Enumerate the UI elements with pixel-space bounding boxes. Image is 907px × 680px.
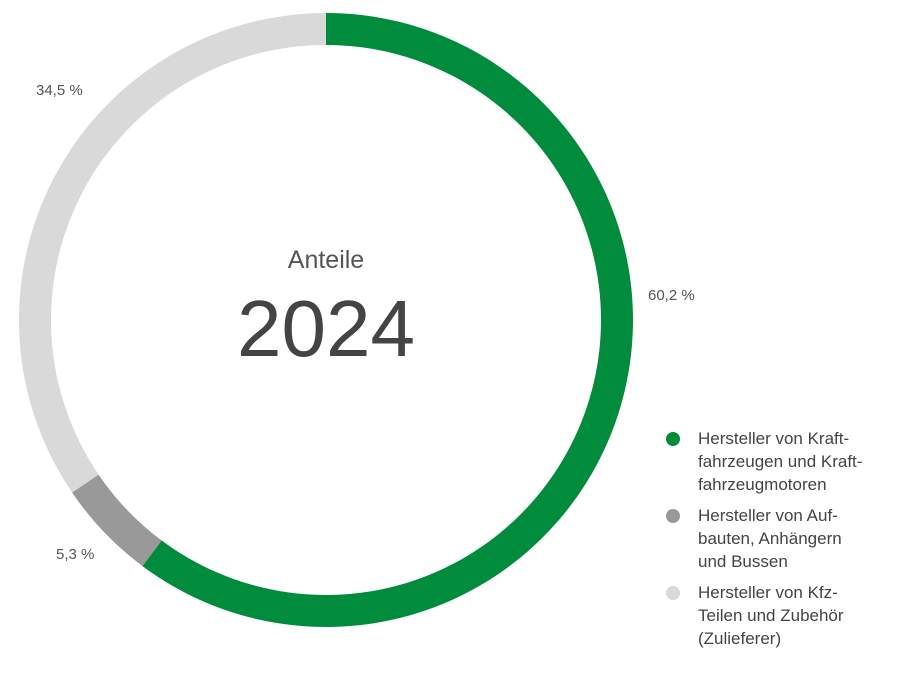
- legend-label-aufbauten: Hersteller von Auf- bauten, Anhängern un…: [698, 506, 842, 571]
- legend-label-kraftfahrzeuge: Hersteller von Kraft- fahrzeugen und Kra…: [698, 429, 863, 494]
- legend: Hersteller von Kraft- fahrzeugen und Kra…: [666, 427, 902, 658]
- legend-marker-kraftfahrzeuge: [666, 432, 680, 446]
- center-caption: Anteile: [287, 246, 365, 274]
- legend-item-zulieferer[interactable]: Hersteller von Kfz- Teilen und Zubehör (…: [666, 581, 902, 650]
- legend-marker-zulieferer: [666, 586, 680, 600]
- legend-marker-aufbauten: [666, 509, 680, 523]
- legend-item-kraftfahrzeuge[interactable]: Hersteller von Kraft- fahrzeugen und Kra…: [666, 427, 902, 496]
- legend-item-aufbauten[interactable]: Hersteller von Auf- bauten, Anhängern un…: [666, 504, 902, 573]
- slice-label-zulieferer: 34,5 %: [36, 82, 83, 99]
- slice-label-aufbauten: 5,3 %: [56, 546, 95, 563]
- slice-label-kraftfahrzeuge: 60,2 %: [648, 287, 695, 304]
- center-year: 2024: [237, 284, 415, 373]
- donut-slices: [19, 13, 634, 627]
- legend-label-zulieferer: Hersteller von Kfz- Teilen und Zubehör (…: [698, 583, 844, 648]
- slice-aufbauten[interactable]: [72, 474, 162, 567]
- slice-kraftfahrzeuge[interactable]: [142, 13, 634, 627]
- slice-zulieferer[interactable]: [19, 13, 326, 493]
